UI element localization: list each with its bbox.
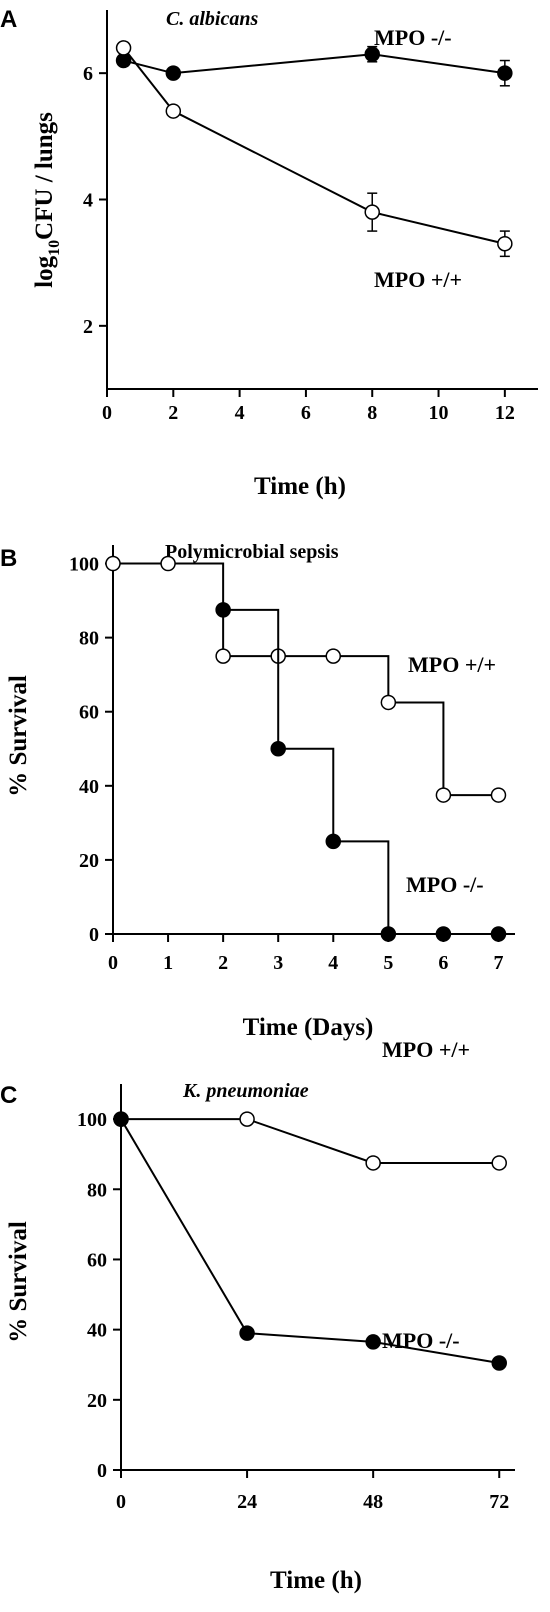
data-point xyxy=(365,1334,381,1350)
x-tick-label: 1 xyxy=(163,952,173,974)
data-point xyxy=(165,103,182,119)
x-axis-label: Time (h) xyxy=(270,1567,362,1594)
data-point xyxy=(165,65,182,81)
x-tick-label: 10 xyxy=(429,402,449,424)
data-point xyxy=(380,926,397,942)
x-axis-label: Time (Days) xyxy=(243,1014,374,1041)
y-tick-label: 100 xyxy=(69,554,99,576)
y-tick-label: 100 xyxy=(77,1109,107,1131)
x-tick-label: 4 xyxy=(328,952,338,974)
x-tick-label: 0 xyxy=(108,952,118,974)
x-tick-label: 24 xyxy=(237,1491,257,1513)
data-point xyxy=(435,926,452,942)
x-tick-label: 8 xyxy=(367,402,377,424)
data-point xyxy=(491,1155,507,1171)
x-tick-label: 6 xyxy=(301,402,311,424)
x-tick-label: 12 xyxy=(495,402,515,424)
y-axis-label: % Survival xyxy=(5,1221,32,1343)
data-point xyxy=(215,648,231,664)
y-axis-label: log10CFU / lungs xyxy=(31,112,63,288)
x-tick-label: 2 xyxy=(218,952,228,974)
series-label: MPO -/- xyxy=(382,1328,460,1353)
data-point xyxy=(325,833,342,850)
y-tick-label: 6 xyxy=(83,63,93,85)
chart-title: K. pneumoniae xyxy=(182,1080,309,1102)
data-point xyxy=(497,65,513,81)
series-label: MPO +/+ xyxy=(408,652,496,677)
series-mpo-wildtype: MPO +/+ xyxy=(115,40,513,292)
y-tick-label: 0 xyxy=(89,924,99,946)
data-point xyxy=(239,1325,255,1341)
data-point xyxy=(365,1155,381,1171)
data-point xyxy=(239,1111,255,1127)
data-point xyxy=(380,694,397,711)
x-tick-label: 0 xyxy=(116,1491,126,1513)
data-point xyxy=(270,741,286,757)
chart-title: Polymicrobial sepsis xyxy=(165,541,339,563)
series-mpo-wildtype: MPO +/+ xyxy=(105,555,507,803)
y-axis-label: % Survival xyxy=(5,675,32,797)
data-point xyxy=(364,204,380,220)
data-point xyxy=(490,787,507,803)
x-tick-label: 72 xyxy=(489,1491,509,1513)
y-tick-label: 60 xyxy=(87,1249,107,1271)
y-tick-label: 4 xyxy=(83,190,93,212)
series-mpo-knockout: MPO -/- xyxy=(113,1111,507,1371)
panel-letter: A xyxy=(0,6,17,33)
data-point xyxy=(491,1355,507,1371)
y-tick-label: 80 xyxy=(79,628,99,650)
x-tick-label: 2 xyxy=(168,402,178,424)
x-tick-label: 3 xyxy=(273,952,283,974)
y-tick-label: 0 xyxy=(97,1460,107,1482)
series-line xyxy=(121,1118,500,1164)
y-tick-label: 20 xyxy=(87,1390,107,1412)
panel-c: C 0 24 48 72 0 20 40 60 80 100 K. pneumoniae Time (h… xyxy=(0,1037,515,1594)
series-line xyxy=(120,1118,500,1364)
y-tick-label: 60 xyxy=(79,702,99,724)
data-point xyxy=(325,648,342,664)
data-point xyxy=(364,46,380,62)
x-tick-label: 5 xyxy=(383,952,393,974)
series-label: MPO -/- xyxy=(374,25,452,50)
panel-letter: B xyxy=(0,545,17,572)
y-tick-label: 2 xyxy=(83,316,93,338)
chart-title: C. albicans xyxy=(166,8,258,30)
series-line xyxy=(122,47,506,245)
series-mpo-knockout: MPO -/- xyxy=(215,602,507,942)
data-point xyxy=(435,787,452,803)
x-tick-label: 4 xyxy=(235,402,245,424)
y-tick-label: 40 xyxy=(87,1320,107,1342)
x-tick-label: 6 xyxy=(438,952,448,974)
panel-a: A 0 2 4 6 8 10 12 2 4 6 C. albicans Time (h) log10CFU… xyxy=(0,6,538,500)
panel-b: B 0 1 2 3 4 5 6 7 0 20 40 60 80 100 Polymicrobial sepsi… xyxy=(0,541,515,1041)
panel-letter: C xyxy=(0,1082,17,1109)
x-axis-label: Time (h) xyxy=(254,473,346,500)
data-point xyxy=(497,235,513,252)
y-tick-label: 20 xyxy=(79,850,99,872)
series-label: MPO -/- xyxy=(406,872,484,897)
series-label: MPO +/+ xyxy=(382,1037,470,1062)
data-point xyxy=(490,926,507,942)
series-line xyxy=(123,53,505,75)
x-tick-label: 0 xyxy=(102,402,112,424)
series-line xyxy=(113,562,499,797)
y-tick-label: 80 xyxy=(87,1179,107,1201)
x-tick-label: 48 xyxy=(363,1491,383,1513)
x-tick-label: 7 xyxy=(493,952,503,974)
y-tick-label: 40 xyxy=(79,776,99,798)
series-label: MPO +/+ xyxy=(374,267,462,292)
data-point xyxy=(215,602,231,618)
data-point xyxy=(105,555,121,572)
series-mpo-wildtype: MPO +/+ xyxy=(113,1037,507,1171)
series-mpo-knockout: MPO -/- xyxy=(115,25,513,87)
data-point xyxy=(160,555,176,572)
data-point xyxy=(115,40,132,56)
data-point xyxy=(113,1111,129,1127)
